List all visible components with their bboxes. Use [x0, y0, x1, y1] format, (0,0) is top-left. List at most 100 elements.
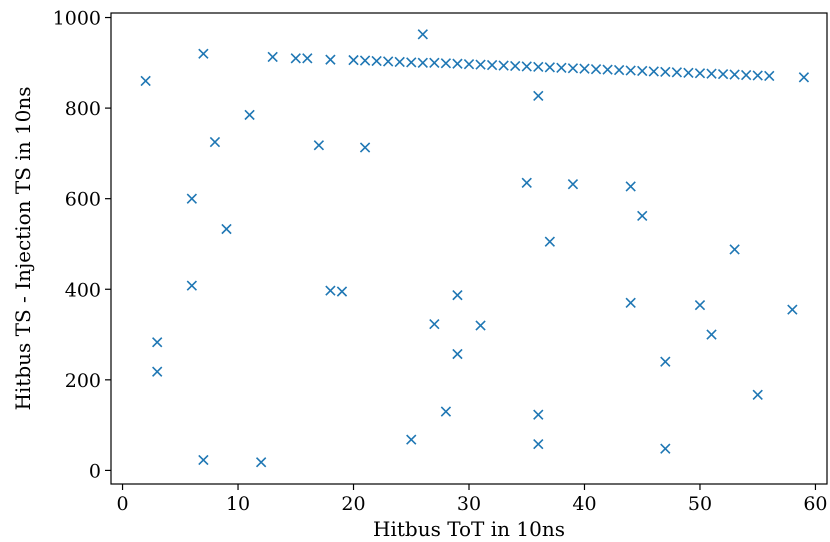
data-point — [359, 142, 371, 153]
data-point — [729, 69, 740, 80]
data-point — [152, 366, 163, 377]
x-tick-label: 20 — [341, 493, 365, 515]
data-point — [613, 64, 625, 76]
plot-frame — [110, 12, 828, 485]
data-point — [452, 58, 463, 69]
y-tick-label: 800 — [65, 98, 101, 120]
data-point — [475, 59, 486, 70]
data-point — [706, 329, 717, 340]
y-tick-label: 600 — [65, 189, 101, 211]
data-point — [533, 61, 544, 73]
data-point — [406, 57, 417, 68]
data-point — [463, 59, 475, 70]
data-point — [556, 62, 567, 73]
data-point — [521, 61, 532, 72]
data-point — [394, 56, 405, 68]
data-point — [717, 68, 729, 80]
data-point — [440, 58, 452, 69]
data-point — [602, 64, 613, 75]
data-point — [625, 65, 636, 76]
x-tick-label: 30 — [457, 493, 481, 515]
x-axis-label: Hitbus ToT in 10ns — [373, 517, 565, 541]
data-point — [325, 285, 336, 296]
data-point — [209, 136, 221, 148]
y-tick-label: 1000 — [53, 8, 101, 30]
data-point — [186, 280, 198, 291]
x-tick-label: 10 — [226, 493, 250, 515]
data-point — [740, 69, 752, 81]
data-point — [429, 57, 440, 68]
x-tick-label: 50 — [688, 493, 712, 515]
data-point — [625, 297, 636, 309]
data-point — [417, 29, 428, 40]
data-points — [140, 29, 810, 468]
data-point — [290, 53, 301, 64]
data-point — [521, 177, 532, 188]
data-point — [348, 54, 359, 66]
data-point — [764, 70, 775, 82]
y-tick-label: 400 — [65, 279, 101, 301]
data-point — [452, 289, 463, 301]
data-point — [152, 337, 163, 348]
data-point — [752, 389, 763, 400]
data-point — [637, 210, 648, 222]
data-point — [637, 65, 648, 77]
data-point — [660, 356, 671, 367]
data-point — [325, 54, 336, 65]
data-point — [706, 68, 717, 79]
data-point — [440, 406, 452, 417]
data-point — [510, 60, 521, 72]
data-point — [660, 443, 671, 454]
data-point — [683, 67, 694, 78]
data-point — [186, 193, 198, 204]
data-point — [798, 72, 810, 83]
data-point — [475, 320, 486, 331]
data-point — [221, 223, 232, 235]
data-point — [382, 56, 394, 67]
data-point — [544, 62, 556, 73]
data-point — [244, 109, 255, 121]
data-point — [752, 70, 763, 81]
data-point — [533, 438, 544, 450]
y-tick-label: 0 — [89, 460, 101, 482]
data-point — [267, 51, 278, 63]
data-point — [590, 63, 602, 75]
data-point — [533, 90, 544, 102]
data-point — [787, 304, 798, 315]
data-point — [302, 53, 313, 64]
data-point — [198, 48, 209, 59]
data-point — [729, 244, 740, 255]
y-tick-label: 200 — [65, 370, 101, 392]
x-tick-label: 0 — [117, 493, 129, 515]
data-point — [406, 434, 417, 445]
data-point — [533, 409, 544, 420]
data-point — [336, 286, 348, 297]
data-point — [567, 63, 579, 74]
data-point — [671, 67, 683, 78]
x-axis-ticks: 0 10 20 30 40 50 60 — [117, 484, 828, 515]
data-point — [544, 236, 556, 247]
data-point — [417, 57, 428, 68]
data-point — [660, 66, 671, 78]
data-point — [429, 318, 440, 330]
data-point — [313, 140, 325, 151]
data-point — [486, 59, 498, 71]
data-point — [255, 457, 267, 468]
data-point — [694, 68, 706, 79]
data-point — [625, 181, 636, 192]
data-point — [198, 454, 209, 466]
x-tick-label: 60 — [803, 493, 827, 515]
data-point — [579, 63, 590, 74]
data-point — [371, 55, 382, 67]
x-tick-label: 40 — [572, 493, 596, 515]
data-point — [140, 75, 151, 87]
data-point — [359, 55, 371, 66]
data-point — [452, 348, 463, 360]
data-point — [648, 66, 659, 77]
data-point — [694, 299, 706, 311]
data-point — [498, 60, 509, 71]
y-axis-label: Hitbus TS - Injection TS in 10ns — [11, 86, 35, 410]
data-point — [567, 179, 579, 190]
y-axis-ticks: 0 200 400 600 800 1000 — [53, 8, 111, 482]
